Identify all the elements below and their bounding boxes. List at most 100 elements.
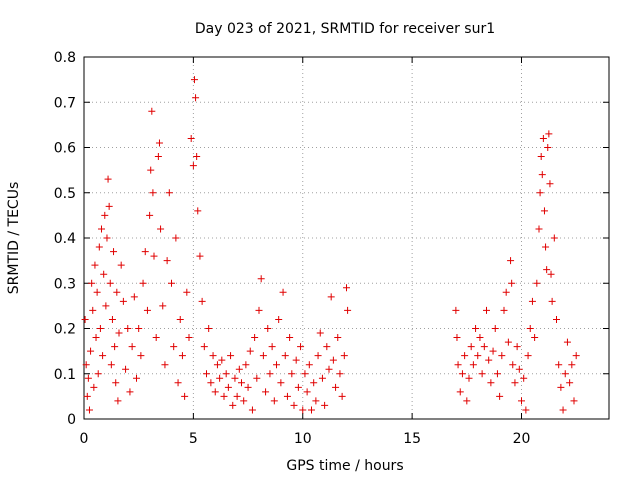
data-point	[310, 379, 318, 387]
data-point	[148, 107, 156, 115]
x-tick-label: 10	[294, 431, 312, 447]
data-point	[183, 288, 191, 296]
data-point	[143, 306, 151, 314]
data-point	[557, 383, 565, 391]
data-point	[107, 361, 115, 369]
x-tick-label: 20	[513, 431, 531, 447]
data-point	[452, 306, 460, 314]
data-point	[163, 257, 171, 265]
data-point	[504, 338, 512, 346]
data-point	[515, 365, 523, 373]
data-point	[85, 406, 93, 414]
data-point	[111, 343, 119, 351]
data-point	[172, 234, 180, 242]
data-point	[114, 397, 122, 405]
data-point	[305, 361, 313, 369]
data-point	[104, 175, 112, 183]
data-point	[321, 401, 329, 409]
data-point	[334, 334, 342, 342]
data-point	[181, 392, 189, 400]
data-point	[489, 347, 497, 355]
data-point	[540, 207, 548, 215]
data-point	[222, 370, 230, 378]
data-point	[94, 370, 102, 378]
data-point	[137, 352, 145, 360]
data-point	[478, 370, 486, 378]
data-point	[513, 343, 521, 351]
data-point	[231, 374, 239, 382]
data-point	[561, 370, 569, 378]
data-point	[463, 397, 471, 405]
data-point	[273, 361, 280, 369]
data-point	[467, 343, 475, 351]
data-point	[281, 352, 289, 360]
data-point	[496, 392, 504, 400]
data-point	[89, 306, 97, 314]
data-point	[81, 315, 89, 323]
data-point	[233, 392, 241, 400]
data-point	[194, 207, 202, 215]
data-point	[84, 374, 92, 382]
data-point	[251, 334, 259, 342]
data-point	[316, 329, 324, 337]
data-point	[456, 388, 464, 396]
data-point	[192, 94, 200, 102]
data-point	[229, 401, 237, 409]
y-tick-label: 0	[67, 412, 76, 428]
data-point	[277, 379, 285, 387]
data-point	[128, 343, 136, 351]
data-point	[218, 356, 226, 364]
data-point	[518, 397, 525, 405]
x-tick-label: 0	[80, 431, 89, 447]
data-point	[117, 261, 125, 269]
data-point	[500, 306, 508, 314]
data-point	[176, 315, 184, 323]
data-point	[248, 406, 256, 414]
data-point	[159, 302, 167, 310]
data-point	[168, 279, 175, 287]
data-point	[288, 370, 296, 378]
data-point	[332, 383, 340, 391]
data-point	[544, 144, 552, 151]
data-point	[526, 325, 534, 332]
data-point	[493, 370, 501, 378]
data-point	[453, 334, 461, 342]
data-point	[224, 383, 232, 391]
y-tick-label: 0.1	[54, 367, 76, 383]
data-point	[257, 275, 265, 283]
data-point	[329, 356, 337, 364]
data-point	[88, 279, 96, 287]
data-point	[547, 270, 555, 278]
y-tick-label: 0.4	[54, 231, 76, 247]
data-point	[246, 347, 254, 355]
data-point	[209, 352, 217, 360]
data-point	[536, 189, 544, 197]
data-point	[509, 361, 517, 369]
axis-ticks: 0 0.1 0.2 0.3 0.4 0.5 0.6 0.7 0.8 0 5 10 15 20	[54, 50, 609, 447]
data-point	[553, 315, 560, 323]
data-point	[454, 361, 462, 369]
x-tick-label: 15	[403, 431, 421, 447]
data-point	[146, 211, 154, 219]
data-point	[472, 325, 480, 332]
data-point	[535, 225, 543, 233]
data-point	[227, 352, 235, 360]
data-point	[91, 261, 99, 269]
data-point	[286, 334, 294, 342]
data-point	[165, 189, 173, 197]
data-point	[480, 343, 488, 351]
data-point	[325, 365, 333, 373]
y-tick-label: 0.8	[54, 50, 76, 66]
data-point	[200, 343, 208, 351]
data-point	[119, 297, 127, 305]
data-point	[161, 361, 169, 369]
data-point	[253, 374, 261, 382]
data-point	[555, 361, 563, 369]
data-point	[572, 352, 580, 360]
data-point	[130, 293, 138, 301]
data-point	[255, 306, 263, 314]
data-point	[133, 374, 140, 382]
data-point	[538, 171, 546, 179]
data-point	[502, 288, 510, 296]
data-point	[543, 266, 551, 274]
